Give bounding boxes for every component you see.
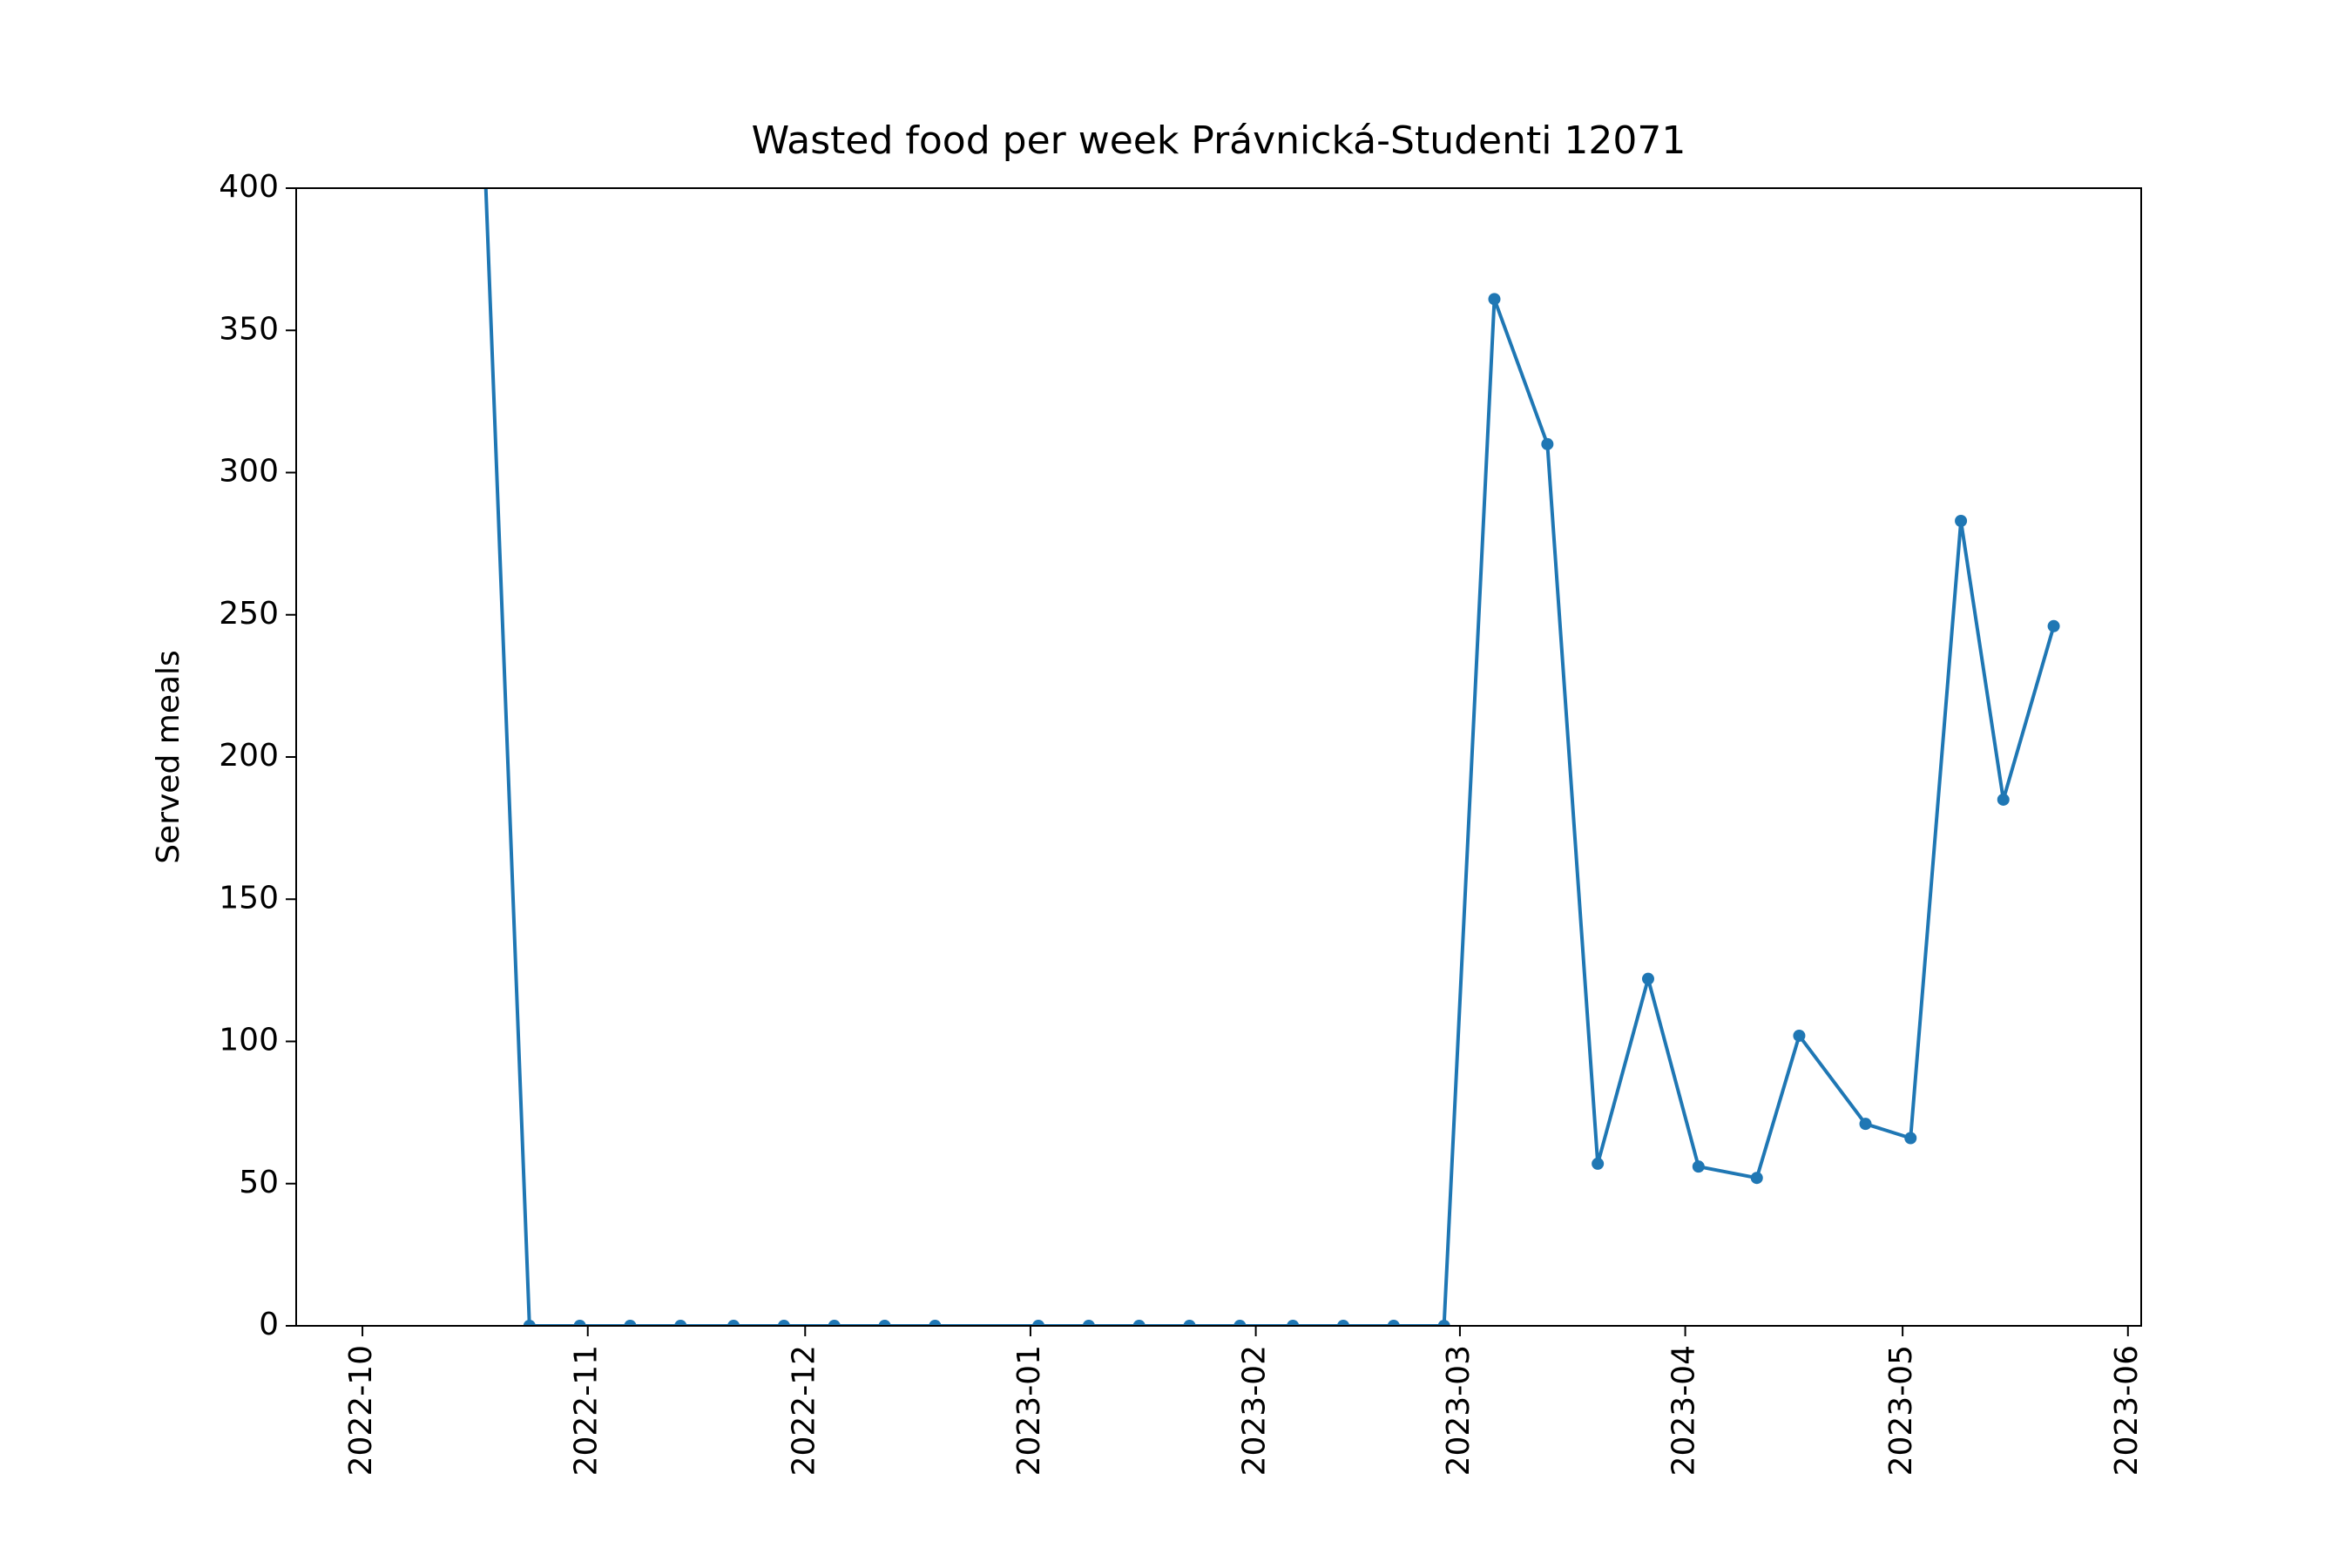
x-tick-label: 2022-12 (786, 1345, 821, 1476)
data-point (1132, 1320, 1146, 1326)
x-tick-label: 2022-11 (569, 1345, 605, 1476)
line-series (483, 188, 2056, 1326)
data-point (1541, 437, 1554, 450)
x-tick-label: 2023-02 (1237, 1345, 1273, 1476)
data-point (624, 1320, 637, 1326)
y-tick-label: 400 (219, 169, 279, 205)
data-point (1233, 1320, 1247, 1326)
data-point (473, 6, 485, 18)
data-point (1793, 1029, 1806, 1042)
data-point (1183, 1320, 1196, 1326)
y-tick-label: 150 (219, 880, 279, 916)
data-point (828, 1320, 841, 1326)
x-tick-label: 2023-01 (1011, 1345, 1047, 1476)
data-point (1692, 1160, 1705, 1173)
data-point (1287, 1320, 1300, 1326)
y-tick-label: 50 (239, 1165, 279, 1200)
chart-title: Wasted food per week Právnická-Studenti … (752, 118, 1686, 163)
x-tick-label: 2022-10 (343, 1345, 379, 1476)
y-tick-label: 200 (219, 738, 279, 774)
data-point (1082, 1320, 1095, 1326)
data-point (727, 1320, 740, 1326)
data-point (1032, 1320, 1045, 1326)
data-point (674, 1320, 687, 1326)
y-tick-label: 300 (219, 454, 279, 490)
plot-area (473, 6, 2060, 1326)
y-tick-label: 100 (219, 1023, 279, 1058)
data-point (1337, 1320, 1350, 1326)
data-point (1488, 293, 1501, 306)
data-point (573, 1320, 586, 1326)
x-tick-label: 2023-06 (2109, 1345, 2145, 1476)
y-tick-label: 350 (219, 311, 279, 347)
y-tick-label: 0 (259, 1307, 279, 1342)
axes-frame (295, 187, 2142, 1327)
data-point (1955, 515, 1968, 528)
x-tick-label: 2023-05 (1883, 1345, 1919, 1476)
data-point (1387, 1320, 1400, 1326)
data-point (878, 1320, 891, 1326)
data-point (1641, 972, 1654, 985)
data-point (1904, 1132, 1917, 1145)
data-point (1750, 1172, 1763, 1185)
data-point (777, 1320, 790, 1326)
data-point (1859, 1118, 1872, 1131)
y-axis-label: Served meals (151, 650, 186, 864)
data-point (2047, 619, 2060, 632)
x-tick-label: 2023-03 (1441, 1345, 1477, 1476)
data-point (523, 1320, 536, 1326)
x-tick-label: 2023-04 (1666, 1345, 1702, 1476)
data-point (1997, 793, 2010, 806)
data-point (929, 1320, 942, 1326)
data-point (1437, 1320, 1450, 1326)
y-tick-label: 250 (219, 596, 279, 632)
data-point (1592, 1157, 1605, 1170)
